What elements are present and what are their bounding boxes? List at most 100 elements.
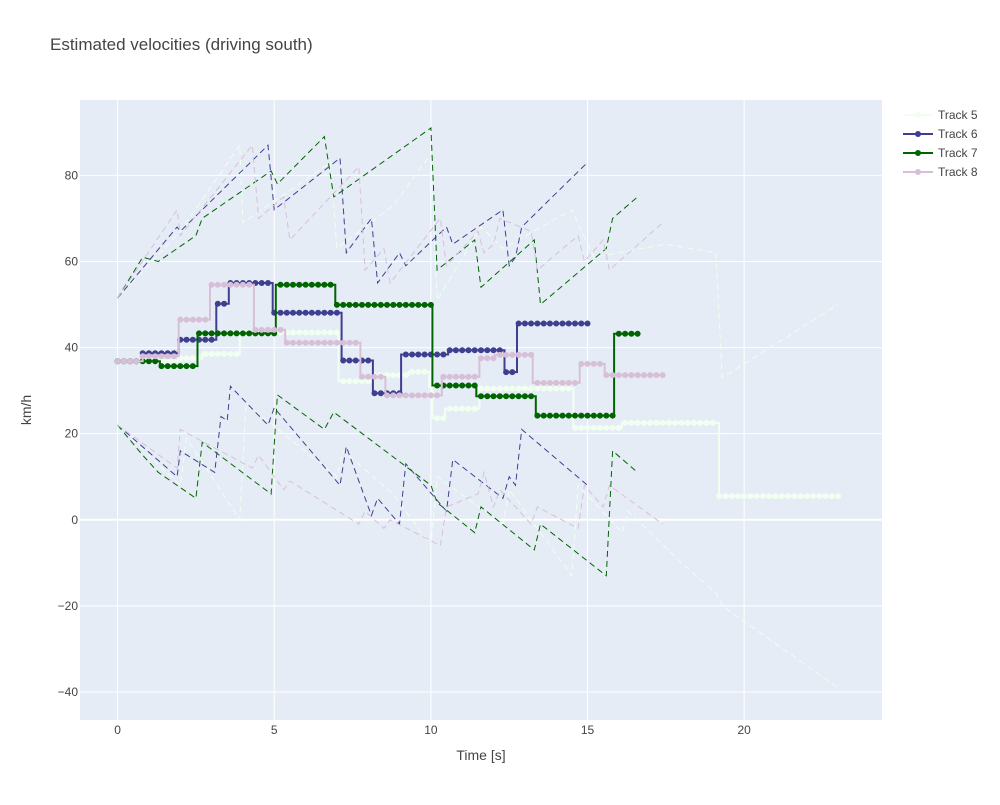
legend-label: Track 7: [938, 146, 978, 160]
data-point: [509, 393, 516, 400]
data-point: [421, 368, 428, 375]
data-point: [421, 351, 428, 358]
data-point: [678, 419, 685, 426]
data-point: [503, 369, 510, 376]
x-axis-label: Time [s]: [456, 747, 505, 763]
data-point: [208, 351, 215, 357]
data-point: [496, 385, 503, 392]
data-point: [189, 363, 196, 370]
data-point: [227, 351, 234, 357]
data-point: [521, 393, 528, 400]
legend-item[interactable]: Track 6: [903, 127, 978, 141]
data-point: [565, 412, 572, 419]
x-tick-label: 10: [424, 723, 438, 737]
data-point: [578, 320, 585, 327]
data-point: [553, 412, 560, 419]
data-point: [490, 393, 497, 400]
data-point: [546, 385, 553, 392]
data-point: [333, 309, 340, 316]
data-point: [202, 336, 209, 343]
legend-label: Track 5: [938, 108, 978, 122]
series-lines: [114, 280, 842, 500]
data-point: [791, 493, 798, 500]
data-point: [546, 412, 553, 419]
legend-swatch-marker: [915, 150, 921, 156]
data-point: [189, 355, 196, 362]
data-point: [509, 351, 516, 358]
data-point: [459, 405, 466, 412]
data-point: [340, 357, 347, 364]
data-point: [208, 330, 215, 337]
data-point: [409, 392, 416, 399]
data-point: [446, 382, 453, 389]
data-point: [327, 281, 334, 288]
data-point: [440, 373, 447, 380]
data-point: [653, 372, 660, 379]
data-point: [540, 385, 547, 392]
data-point: [465, 405, 472, 412]
data-point: [327, 339, 334, 346]
upper-bound-line: [117, 143, 839, 379]
data-point: [402, 372, 409, 379]
data-point: [290, 309, 296, 316]
data-point: [352, 339, 359, 346]
lower-bound-line: [117, 385, 588, 526]
data-point: [540, 320, 547, 327]
data-point: [452, 373, 459, 380]
data-point: [196, 316, 202, 323]
y-tick-label: 20: [65, 427, 79, 441]
data-point: [634, 372, 641, 379]
data-point: [202, 351, 209, 357]
data-point: [584, 320, 591, 327]
legend-item[interactable]: Track 7: [903, 146, 978, 160]
data-point: [590, 360, 597, 367]
data-point: [214, 330, 221, 337]
data-point: [296, 281, 303, 288]
data-point: [521, 351, 528, 358]
data-point: [177, 363, 184, 370]
data-point: [283, 309, 290, 316]
data-point: [446, 373, 453, 380]
data-point: [534, 412, 541, 419]
x-tick-label: 0: [114, 723, 121, 737]
data-point: [666, 419, 672, 426]
data-point: [684, 419, 691, 426]
data-point: [478, 347, 484, 354]
data-point: [578, 424, 585, 431]
data-point: [634, 419, 641, 426]
legend-item[interactable]: Track 5: [903, 108, 978, 122]
data-point: [396, 301, 403, 308]
legend-item[interactable]: Track 8: [903, 165, 978, 179]
data-point: [365, 373, 372, 380]
data-point: [371, 373, 378, 380]
data-point: [265, 280, 271, 286]
data-point: [490, 355, 497, 362]
data-point: [728, 493, 735, 500]
data-point: [352, 357, 359, 364]
data-point: [559, 320, 566, 327]
data-point: [402, 392, 409, 399]
data-point: [352, 301, 359, 308]
data-point: [390, 301, 397, 308]
data-point: [440, 415, 447, 422]
data-point: [302, 309, 309, 316]
data-point: [365, 301, 372, 308]
y-axis-label: km/h: [18, 395, 34, 425]
data-point: [640, 419, 647, 426]
data-point: [446, 347, 453, 354]
data-point: [434, 415, 441, 422]
data-point: [766, 493, 773, 500]
data-point: [202, 316, 209, 323]
data-point: [346, 339, 353, 346]
data-point: [697, 419, 704, 426]
data-point: [427, 301, 434, 308]
data-point: [227, 330, 234, 337]
data-point: [427, 392, 434, 399]
data-point: [171, 363, 177, 370]
y-tick-label: 40: [65, 341, 79, 355]
data-point: [459, 382, 466, 389]
data-point: [308, 339, 315, 346]
data-point: [553, 385, 560, 392]
data-point: [609, 424, 616, 431]
